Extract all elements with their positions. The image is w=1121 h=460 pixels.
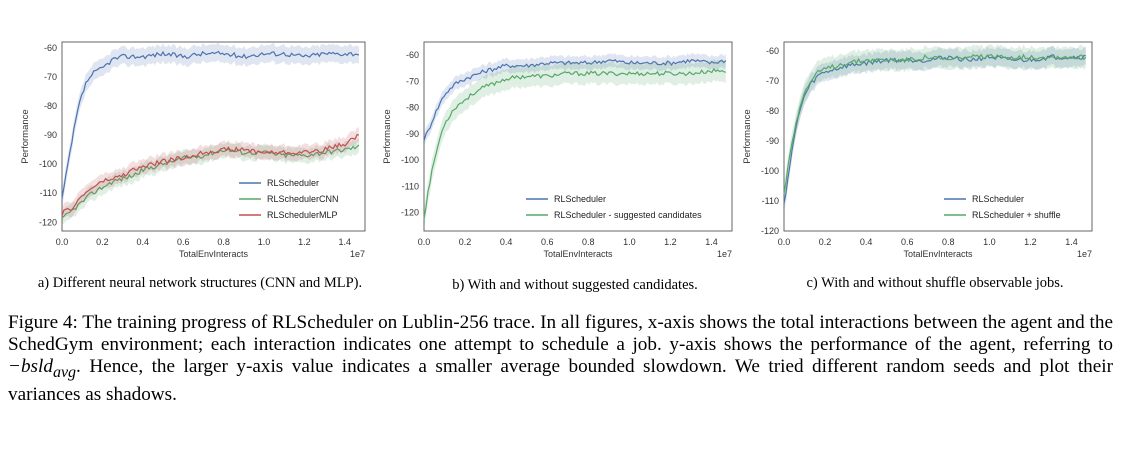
y-tick-label: -80 [766,106,779,116]
legend-label: RLScheduler - suggested candidates [554,210,702,220]
plot-frame [783,41,1093,232]
y-tick-label: -70 [406,76,419,86]
y-axis-label: Performance [742,109,753,163]
y-tick-label: -60 [406,50,419,60]
x-tick-label: 0.0 [56,237,69,247]
legend-label: RLScheduler + shuffle [972,210,1061,220]
x-axis-label: TotalEnvInteracts [543,249,613,259]
x-axis-label: TotalEnvInteracts [179,249,249,259]
caption-text-after-math: . Hence, the larger y-axis value indicat… [8,356,1113,405]
caption-label: Figure 4: [8,312,78,333]
series-line-1 [423,67,726,219]
x-tick-label: 1.0 [623,237,636,247]
y-tick-label: -110 [762,196,779,206]
x-tick-label: 0.2 [459,237,472,247]
y-axis-label: Performance [382,109,393,163]
series-line-2 [61,134,359,216]
y-tick-label: -110 [40,188,57,198]
x-tick-label: 0.2 [96,237,109,247]
x-offset-label: 1e7 [1077,249,1092,259]
x-offset-label: 1e7 [717,249,732,259]
x-tick-label: 0.8 [942,237,955,247]
x-tick-label: 0.0 [778,237,791,247]
subfigure-caption: c) With and without shuffle observable j… [806,275,1063,291]
series-line-1 [783,53,1087,194]
x-tick-label: 0.6 [901,237,914,247]
y-tick-label: -80 [406,103,419,113]
series-band-0 [784,45,1086,213]
x-axis-label: TotalEnvInteracts [903,249,973,259]
legend-label: RLScheduler [267,178,319,188]
subfigure-caption: a) Different neural network structures (… [38,275,362,291]
x-tick-label: 1.4 [339,237,352,247]
caption-math-main: −bsld [8,356,53,377]
series-line-0 [423,58,727,141]
plot-frame [61,41,366,232]
y-tick-label: -100 [401,155,419,165]
y-axis-label: Performance [20,109,31,163]
y-tick-label: -60 [44,43,57,53]
legend-label: RLScheduler [554,194,606,204]
x-tick-label: 0.4 [500,237,513,247]
x-tick-label: 0.0 [418,237,431,247]
x-tick-label: 1.2 [1024,237,1037,247]
y-tick-label: -120 [761,226,779,236]
x-tick-label: 1.0 [983,237,996,247]
series-line-0 [61,50,360,199]
y-tick-label: -70 [766,76,779,86]
series-band-0 [424,53,726,148]
y-tick-label: -90 [766,136,779,146]
y-tick-label: -70 [44,72,57,82]
x-tick-label: 1.2 [664,237,677,247]
subfigure-caption: b) With and without suggested candidates… [452,277,698,293]
legend-label: RLScheduler [972,194,1024,204]
caption-math-sub: avg [52,363,77,381]
y-tick-label: -90 [406,129,419,139]
caption-text-before-math: The training progress of RLScheduler on … [8,312,1113,355]
x-offset-label: 1e7 [350,249,365,259]
x-tick-label: 1.0 [258,237,271,247]
panel-b: -60 -70 -80 -90 -100 -110 -120 0.0 0.2 0.4 0.6 0.8 1… [382,41,733,293]
y-tick-label: -120 [401,208,419,218]
x-tick-label: 1.2 [298,237,311,247]
x-tick-label: 1.4 [1065,237,1078,247]
y-tick-label: -120 [39,217,57,227]
y-tick-label: -100 [761,166,779,176]
figure-caption: Figure 4: The training progress of RLSch… [8,312,1113,406]
y-tick-label: -100 [39,159,57,169]
series-line-1 [61,144,360,219]
y-tick-label: -90 [44,130,57,140]
x-tick-label: 0.2 [819,237,832,247]
caption-math: −bsldavg [8,356,76,381]
legend-label: RLSchedulerCNN [267,194,339,204]
series-band-1 [424,58,726,230]
legend-label: RLSchedulerMLP [267,210,338,220]
series-band-1 [62,137,359,225]
y-tick-label: -60 [766,46,779,56]
x-tick-label: 0.6 [177,237,190,247]
x-tick-label: 0.4 [860,237,873,247]
y-tick-label: -80 [44,101,57,111]
series-band-0 [62,42,359,207]
series-band-1 [784,44,1086,205]
x-tick-label: 0.8 [582,237,595,247]
x-tick-label: 0.4 [137,237,150,247]
y-tick-label: -110 [402,181,419,191]
x-tick-label: 0.8 [217,237,230,247]
x-tick-label: 1.4 [705,237,718,247]
x-tick-label: 0.6 [541,237,554,247]
panel-a: -60 -70 -80 -90 -100 -110 -120 0.0 0.2 0.4 0.6 0.8 1… [20,41,366,291]
